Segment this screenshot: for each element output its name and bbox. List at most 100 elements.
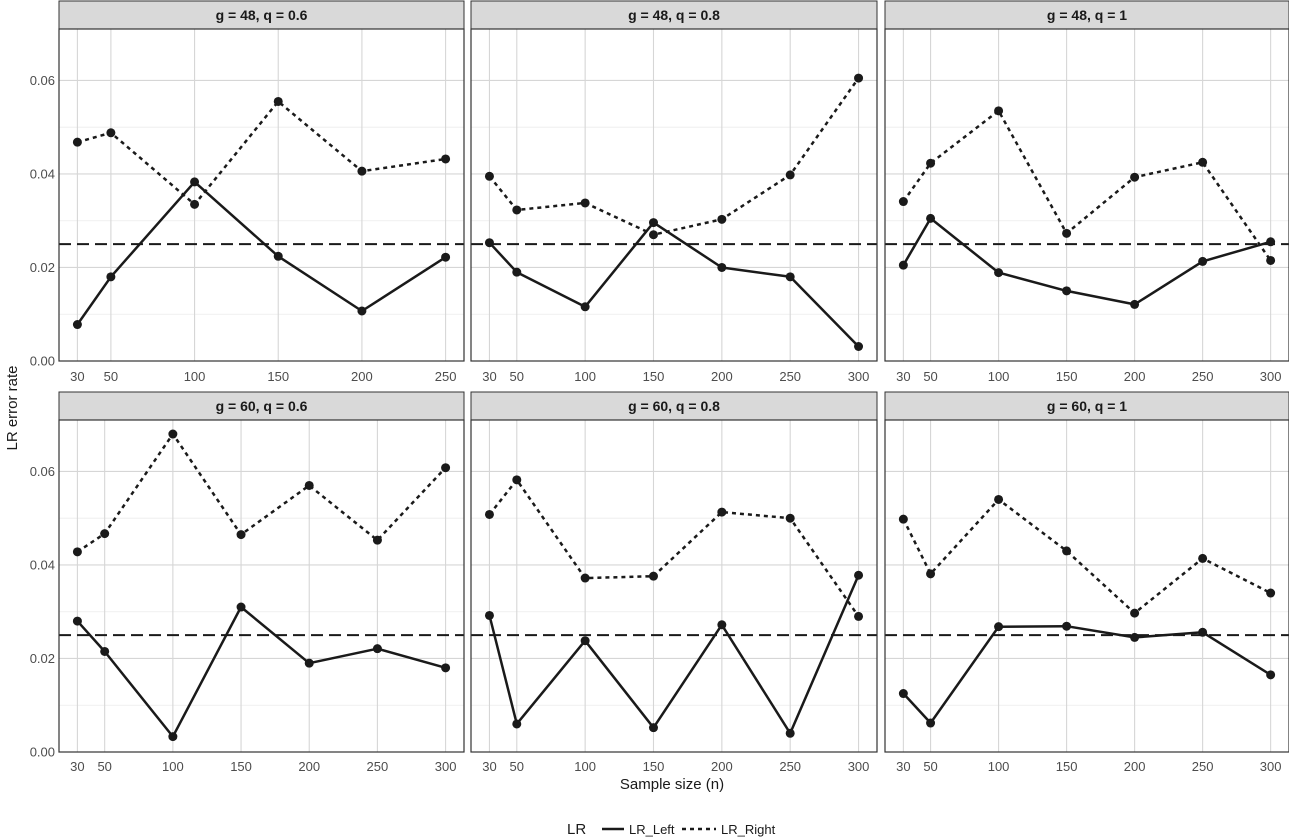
data-point-lr-right bbox=[898, 514, 908, 524]
x-tick-label: 250 bbox=[779, 369, 801, 384]
facet-panel-g-48-q-0-6: g = 48, q = 0.6 30 50 100 150 200 250 0.00 0.02 0… bbox=[30, 0, 465, 384]
x-tick-label: 150 bbox=[230, 759, 252, 774]
data-point-lr-left bbox=[441, 663, 451, 673]
data-point-lr-left bbox=[72, 320, 82, 330]
panel-border bbox=[884, 419, 1289, 753]
x-tick-label: 250 bbox=[1192, 369, 1214, 384]
data-point-lr-left bbox=[168, 732, 178, 742]
x-tick-label: 300 bbox=[848, 369, 870, 384]
legend-label-lr-left: LR_Left bbox=[629, 822, 675, 837]
y-tick-label: 0.04 bbox=[30, 557, 55, 572]
data-point-lr-right bbox=[854, 611, 864, 621]
y-axis-title: LR error rate bbox=[4, 365, 21, 450]
panel-border bbox=[470, 419, 878, 753]
data-point-lr-left bbox=[580, 636, 590, 646]
data-point-lr-left bbox=[106, 272, 116, 282]
facet-strip-label: g = 48, q = 0.6 bbox=[216, 7, 308, 23]
data-point-lr-right bbox=[994, 494, 1004, 504]
data-point-lr-left bbox=[1130, 299, 1140, 309]
x-tick-label: 250 bbox=[367, 759, 389, 774]
legend: LR LR_Left LR_Right bbox=[567, 821, 776, 838]
panel-border bbox=[884, 28, 1289, 362]
data-point-lr-left bbox=[854, 570, 864, 580]
data-point-lr-left bbox=[372, 644, 382, 654]
data-point-lr-right bbox=[1198, 553, 1208, 563]
x-tick-label: 200 bbox=[711, 759, 733, 774]
data-point-lr-right bbox=[512, 205, 522, 215]
legend-label-lr-right: LR_Right bbox=[721, 822, 776, 837]
data-point-lr-right bbox=[648, 571, 658, 581]
facet-panel-g-60-q-0-6: g = 60, q = 0.6 30 50 100 150 200 250 300 0.00 0.… bbox=[30, 391, 465, 774]
y-tick-label: 0.06 bbox=[30, 73, 55, 88]
data-point-lr-left bbox=[648, 723, 658, 733]
facet-panel-g-60-q-0-8: g = 60, q = 0.8 30 50 100 150 200 250 300 bbox=[470, 391, 878, 774]
data-point-lr-left bbox=[648, 218, 658, 228]
x-tick-label: 50 bbox=[97, 759, 111, 774]
data-point-lr-right bbox=[512, 475, 522, 485]
data-point-lr-left bbox=[898, 260, 908, 270]
y-tick-label: 0.00 bbox=[30, 354, 55, 369]
x-tick-label: 300 bbox=[848, 759, 870, 774]
data-point-lr-left bbox=[994, 268, 1004, 278]
data-point-lr-left bbox=[1198, 256, 1208, 266]
facet-strip-label: g = 48, q = 1 bbox=[1047, 7, 1127, 23]
x-axis-title: Sample size (n) bbox=[620, 776, 724, 793]
facet-strip bbox=[58, 0, 465, 30]
y-tick-label: 0.04 bbox=[30, 166, 55, 181]
x-tick-label: 150 bbox=[267, 369, 289, 384]
data-point-lr-right bbox=[717, 507, 727, 517]
facet-strip bbox=[470, 391, 878, 421]
data-point-lr-left bbox=[854, 342, 864, 352]
x-tick-label: 100 bbox=[988, 369, 1010, 384]
data-point-lr-right bbox=[580, 198, 590, 208]
x-tick-label: 300 bbox=[1260, 369, 1282, 384]
x-tick-label: 100 bbox=[574, 369, 596, 384]
data-point-lr-left bbox=[512, 267, 522, 277]
data-point-lr-right bbox=[1130, 172, 1140, 182]
data-point-lr-right bbox=[785, 170, 795, 180]
facet-strip-label: g = 60, q = 1 bbox=[1047, 398, 1127, 414]
x-tick-label: 200 bbox=[298, 759, 320, 774]
data-point-lr-left bbox=[926, 718, 936, 728]
data-point-lr-right bbox=[717, 214, 727, 224]
data-point-lr-right bbox=[1130, 608, 1140, 618]
data-point-lr-left bbox=[1130, 632, 1140, 642]
x-tick-label: 200 bbox=[351, 369, 373, 384]
data-point-lr-right bbox=[1266, 255, 1276, 265]
x-tick-label: 50 bbox=[510, 369, 524, 384]
data-point-lr-right bbox=[1062, 546, 1072, 556]
data-point-lr-left bbox=[1062, 621, 1072, 631]
x-tick-label: 30 bbox=[70, 759, 84, 774]
data-point-lr-left bbox=[1062, 286, 1072, 296]
data-point-lr-right bbox=[304, 480, 314, 490]
x-tick-label: 30 bbox=[70, 369, 84, 384]
data-point-lr-right bbox=[441, 154, 451, 164]
data-point-lr-right bbox=[854, 73, 864, 83]
y-tick-label: 0.06 bbox=[30, 464, 55, 479]
x-tick-label: 200 bbox=[1124, 759, 1146, 774]
x-tick-label: 50 bbox=[510, 759, 524, 774]
data-point-lr-left bbox=[190, 177, 200, 187]
data-point-lr-left bbox=[717, 262, 727, 272]
data-point-lr-right bbox=[441, 463, 451, 473]
data-point-lr-left bbox=[72, 616, 82, 626]
data-point-lr-right bbox=[484, 171, 494, 181]
facet-panel-g-60-q-1: g = 60, q = 1 30 50 100 150 200 250 300 bbox=[884, 391, 1289, 774]
data-point-lr-left bbox=[926, 213, 936, 223]
data-point-lr-right bbox=[1266, 588, 1276, 598]
data-point-lr-left bbox=[484, 610, 494, 620]
data-point-lr-left bbox=[785, 728, 795, 738]
data-point-lr-right bbox=[994, 106, 1004, 116]
data-point-lr-left bbox=[898, 689, 908, 699]
x-tick-label: 200 bbox=[1124, 369, 1146, 384]
data-point-lr-right bbox=[100, 529, 110, 539]
x-tick-label: 100 bbox=[988, 759, 1010, 774]
data-point-lr-right bbox=[273, 96, 283, 106]
x-tick-label: 30 bbox=[482, 369, 496, 384]
data-point-lr-right bbox=[785, 513, 795, 523]
x-tick-label: 300 bbox=[1260, 759, 1282, 774]
y-tick-label: 0.02 bbox=[30, 651, 55, 666]
data-point-lr-left bbox=[717, 620, 727, 630]
data-point-lr-right bbox=[580, 573, 590, 583]
